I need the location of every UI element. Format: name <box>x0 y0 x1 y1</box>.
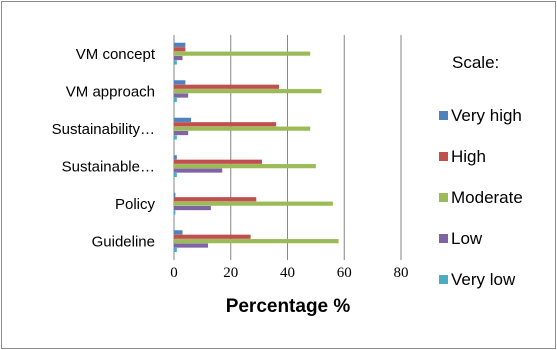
bar <box>174 197 257 202</box>
x-tick-label: 20 <box>223 265 238 281</box>
bar <box>174 168 223 173</box>
category-label: Sustainability… <box>52 121 155 138</box>
legend-label: High <box>451 147 486 166</box>
bar <box>174 172 177 178</box>
bar <box>174 247 177 253</box>
legend-swatch <box>439 111 448 120</box>
bar <box>174 126 311 131</box>
gridlines <box>173 35 402 260</box>
legend-label: Moderate <box>451 188 523 207</box>
legend-title: Scale: <box>452 53 499 72</box>
bar <box>174 55 183 61</box>
bar <box>174 51 311 56</box>
bars <box>174 42 339 253</box>
bar <box>174 205 211 211</box>
bar <box>174 89 322 94</box>
bar <box>174 239 339 244</box>
bar <box>174 243 209 248</box>
legend-swatch <box>439 234 448 243</box>
x-tick-label: 60 <box>337 265 352 281</box>
x-tick-label: 40 <box>280 265 295 281</box>
legend-label: Very low <box>451 270 516 289</box>
bar <box>174 201 333 206</box>
bar <box>174 117 192 122</box>
x-tick-label: 0 <box>170 265 178 281</box>
bar <box>174 84 279 89</box>
x-axis-title: Percentage % <box>226 296 351 317</box>
bar <box>174 130 189 136</box>
tick-labels: 0 20 40 60 80 <box>170 265 408 281</box>
bar <box>174 93 189 98</box>
category-label: Policy <box>115 196 156 213</box>
category-label: Guideline <box>92 233 155 250</box>
legend-swatch <box>439 152 448 161</box>
category-label: VM approach <box>66 83 155 100</box>
category-labels: VM concept VM approach Sustainability… Sust… <box>52 46 156 251</box>
bar <box>174 122 277 127</box>
bar <box>174 159 262 164</box>
x-tick-label: 80 <box>394 265 409 281</box>
bar <box>174 60 177 65</box>
bar <box>174 80 186 85</box>
legend-label: Low <box>451 229 483 248</box>
bar <box>174 47 186 52</box>
legend-label: Very high <box>451 106 522 125</box>
bar <box>174 210 176 215</box>
category-label: Sustainable… <box>62 158 155 175</box>
bar <box>174 42 186 47</box>
bar <box>174 192 176 197</box>
legend-swatch <box>439 275 448 284</box>
bar <box>174 230 183 235</box>
bar <box>174 164 316 169</box>
bar <box>174 234 251 239</box>
bar <box>174 97 177 103</box>
category-label: VM concept <box>76 46 156 63</box>
legend: Very high High Moderate Low Very low <box>439 106 523 289</box>
legend-swatch <box>439 193 448 202</box>
bar <box>174 135 177 140</box>
bar <box>174 155 177 160</box>
